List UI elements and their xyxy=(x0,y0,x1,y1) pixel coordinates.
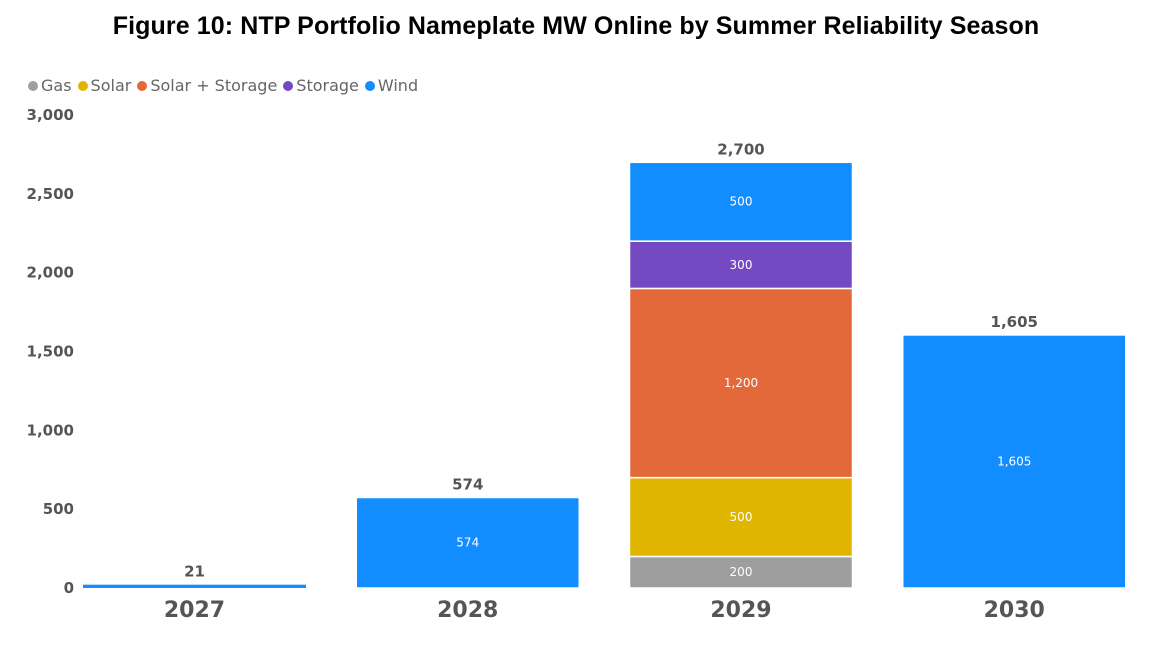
x-category-label: 2028 xyxy=(437,598,498,623)
x-category-label: 2029 xyxy=(710,598,771,623)
chart-title: Figure 10: NTP Portfolio Nameplate MW On… xyxy=(112,12,1040,40)
total-value-label: 2,700 xyxy=(717,140,764,158)
segment-value-label: 200 xyxy=(730,565,753,579)
segment-value-label: 500 xyxy=(730,510,753,524)
segment-value-label: 1,200 xyxy=(724,376,758,390)
total-value-label: 1,605 xyxy=(991,313,1038,331)
bar-segment-2029-wind[interactable] xyxy=(628,161,854,242)
legend-item-storage[interactable]: Storage xyxy=(283,76,359,95)
y-tick-label: 1,500 xyxy=(27,343,74,361)
y-tick-label: 2,000 xyxy=(27,264,74,282)
legend-label: Solar xyxy=(90,76,132,95)
y-tick-label: 0 xyxy=(64,579,74,597)
legend-label: Gas xyxy=(41,76,72,95)
bar-segment-2029-solar-storage[interactable] xyxy=(628,287,854,479)
legend-dot-icon xyxy=(77,80,88,91)
legend-dot-icon xyxy=(283,80,294,91)
bar-segment-2029-storage[interactable] xyxy=(628,240,854,290)
y-tick-label: 1,000 xyxy=(27,421,74,439)
bar-segment-2029-solar[interactable] xyxy=(628,476,854,558)
y-tick-label: 500 xyxy=(43,500,74,518)
legend-label: Solar + Storage xyxy=(150,76,278,95)
bar-segment-2028-wind[interactable] xyxy=(355,496,580,589)
legend-label: Storage xyxy=(296,76,359,95)
bar-segment-2030-wind[interactable] xyxy=(902,334,1127,589)
y-tick-label: 3,000 xyxy=(27,106,74,124)
legend-dot-icon xyxy=(28,80,38,91)
bar-segment-2027-wind[interactable] xyxy=(83,584,306,588)
legend-item-wind[interactable]: Wind xyxy=(364,76,419,95)
bar-segment-2029-gas[interactable] xyxy=(628,555,854,589)
legend-dot-icon xyxy=(137,80,148,91)
legend-item-solar[interactable]: Solar xyxy=(77,76,132,95)
x-category-label: 2030 xyxy=(984,598,1045,623)
segment-value-label: 574 xyxy=(456,536,479,550)
legend-dot-icon xyxy=(364,80,375,91)
segment-value-label: 500 xyxy=(730,195,753,209)
legend-label: Wind xyxy=(377,76,419,95)
segment-value-label: 1,605 xyxy=(997,454,1031,468)
legend-item-solar-storage[interactable]: Solar + Storage xyxy=(137,76,277,95)
y-tick-label: 2,500 xyxy=(27,185,74,203)
legend: Gas Solar Solar + Storage Storage Wind xyxy=(28,76,424,95)
x-category-label: 2027 xyxy=(164,598,225,623)
total-value-label: 574 xyxy=(452,475,483,493)
segment-value-label: 300 xyxy=(730,258,753,272)
total-value-label: 21 xyxy=(184,563,205,581)
legend-item-gas[interactable]: Gas xyxy=(28,76,72,95)
